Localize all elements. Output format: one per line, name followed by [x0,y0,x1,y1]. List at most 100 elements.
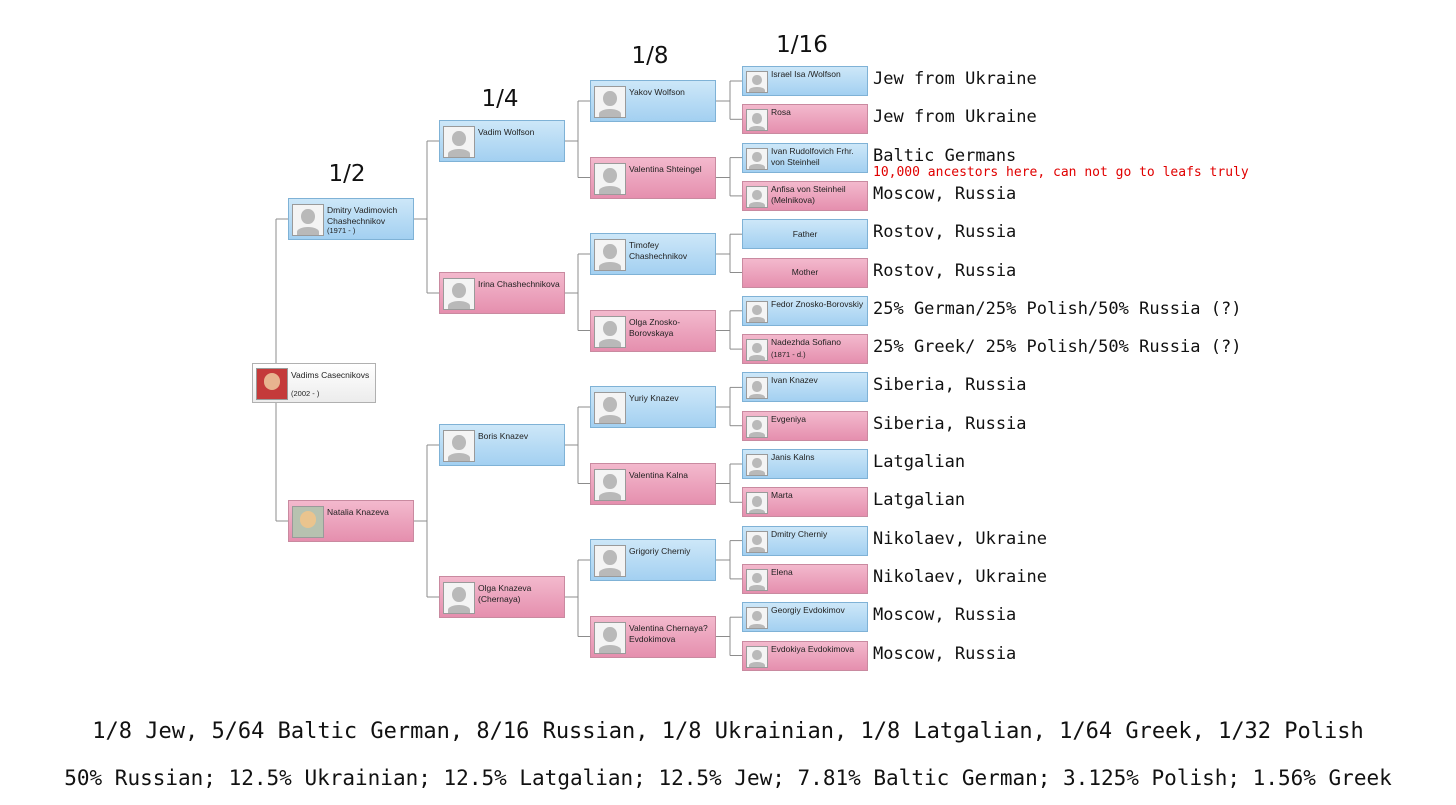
person-card-gen3-0[interactable]: Yakov Wolfson [590,80,716,122]
origin-label: Moscow, Russia [873,605,1017,626]
person-name: Vadims Casecnikovs [291,370,370,380]
origin-label: Jew from Ukraine [873,107,1037,128]
male-avatar-placeholder-icon [746,377,768,400]
person-card-gen4-3[interactable]: Anfisa von Steinheil (Melnikova) [742,180,868,211]
person-name: Elena [771,566,793,577]
generation-label-1-2: 1/2 [328,161,366,187]
person-card-gen1-1[interactable]: Natalia Knazeva [288,500,414,542]
male-avatar-placeholder-icon [594,86,626,118]
person-name: Natalia Knazeva [327,507,389,517]
person-name: Evgeniya [771,413,806,424]
person-name: Georgiy Evdokimov [771,605,845,616]
female-avatar-placeholder-icon [594,468,626,501]
person-name: Timofey Chashechnikov [629,240,688,261]
person-card-gen4-11[interactable]: Marta [742,487,868,518]
female-avatar-placeholder-icon [443,582,475,614]
person-name: Ivan Knazev [771,375,818,386]
origin-label: Nikolaev, Ukraine [873,528,1047,549]
male-avatar-placeholder-icon [443,430,475,462]
origin-label: Rostov, Russia [873,260,1017,281]
female-avatar-placeholder-icon [443,278,475,310]
origin-label: Siberia, Russia [873,413,1027,434]
female-avatar-placeholder-icon [746,568,768,591]
person-name: Marta [771,490,793,501]
origin-label: Rostov, Russia [873,222,1017,243]
person-card-gen4-12[interactable]: Dmitry Cherniy [742,525,868,556]
generation-label-1-8: 1/8 [631,43,669,69]
generation-label-1-16: 1/16 [776,32,828,58]
person-name: Boris Knazev [478,431,529,441]
person-card-gen3-2[interactable]: Timofey Chashechnikov [590,233,716,275]
male-avatar-placeholder-icon [746,300,768,323]
person-card-gen4-10[interactable]: Janis Kalns [742,449,868,479]
person-card-gen4-7[interactable]: Nadezhda Sofiano (1871 - d.) [742,334,868,365]
person-card-gen3-4[interactable]: Yuriy Knazev [590,386,716,428]
male-avatar-placeholder-icon [443,126,475,158]
person-card-gen2-2[interactable]: Boris Knazev [439,424,565,466]
person-card-gen3-1[interactable]: Valentina Shteingel [590,156,716,199]
person-card-gen4-1[interactable]: Rosa [742,104,868,135]
person-card-gen4-2[interactable]: Ivan Rudolfovich Frhr. von Steinheil [742,142,868,173]
person-name: Anfisa von Steinheil (Melnikova) [771,183,846,205]
male-avatar-placeholder-icon [746,607,768,630]
person-card-gen4-6[interactable]: Fedor Znosko-Borovskiy [742,295,868,326]
male-avatar-placeholder-icon [746,454,768,476]
root-person-card[interactable]: Vadims Casecnikovs (2002 - ) [252,363,376,403]
person-card-gen4-4[interactable]: Father [742,219,868,250]
origin-label: 25% German/25% Polish/50% Russia (?) [873,298,1242,319]
person-card-gen3-3[interactable]: Olga Znosko-Borovskaya [590,309,716,352]
person-card-gen1-0[interactable]: Dmitry Vadimovich Chashechnikov (1971 - ) [288,198,414,240]
female-avatar-placeholder-icon [746,109,768,132]
person-card-gen4-9[interactable]: Evgeniya [742,410,868,441]
person-name: Israel Isa /Wolfson [771,69,841,79]
person-card-gen4-0[interactable]: Israel Isa /Wolfson [742,66,868,96]
person-name: Yuriy Knazev [629,393,679,403]
person-card-gen2-3[interactable]: Olga Knazeva (Chernaya) [439,576,565,618]
male-avatar-placeholder-icon [594,392,626,424]
person-name: Rosa [771,107,791,118]
person-card-gen3-6[interactable]: Grigoriy Cherniy [590,539,716,581]
person-card-gen4-15[interactable]: Evdokiya Evdokimova [742,640,868,671]
person-years: (2002 - ) [291,389,320,398]
female-avatar-placeholder-icon [746,492,768,515]
person-card-gen4-14[interactable]: Georgiy Evdokimov [742,602,868,633]
origin-label: Latgalian [873,452,966,472]
person-name: Mother [791,267,819,277]
origin-label: Jew from Ukraine [873,69,1037,89]
person-name: Valentina Shteingel [629,163,702,174]
person-name: Dmitry Vadimovich Chashechnikov [327,205,398,226]
person-name: Valentina Kalna [629,469,688,480]
person-name: Father [792,228,818,239]
person-card-gen4-8[interactable]: Ivan Knazev [742,372,868,403]
origin-label: Nikolaev, Ukraine [873,566,1047,587]
person-name: Janis Kalns [771,452,815,462]
person-name: Vadim Wolfson [478,127,535,137]
origin-label: Latgalian [873,490,966,511]
origin-label: Baltic Germans [873,145,1017,166]
male-avatar-placeholder-icon [746,71,768,93]
origin-label: Moscow, Russia [873,183,1017,204]
person-card-gen4-5[interactable]: Mother [742,257,868,288]
person-card-gen2-0[interactable]: Vadim Wolfson [439,120,565,162]
person-card-gen3-5[interactable]: Valentina Kalna [590,462,716,505]
portrait-photo-icon [292,506,324,538]
male-avatar-placeholder-icon [594,239,626,271]
person-name: Olga Knazeva (Chernaya) [478,583,532,604]
origin-label: Siberia, Russia [873,375,1027,396]
person-name: Yakov Wolfson [629,87,685,97]
person-card-gen3-7[interactable]: Valentina Chernaya? Evdokimova [590,615,716,658]
person-card-gen2-1[interactable]: Irina Chashechnikova [439,272,565,314]
person-years: (1971 - ) [327,226,356,235]
person-name: Fedor Znosko-Borovskiy [771,298,864,309]
female-avatar-placeholder-icon [746,645,768,668]
person-name: Nadezhda Sofiano [771,337,841,348]
person-name: Olga Znosko-Borovskaya [629,316,681,338]
summary-fractions: 1/8 Jew, 5/64 Baltic German, 8/16 Russia… [92,719,1364,744]
origin-label: Moscow, Russia [873,643,1017,664]
person-name: Dmitry Cherniy [771,528,828,539]
male-avatar-placeholder-icon [594,545,626,577]
generation-label-1-4: 1/4 [481,86,519,112]
summary-percent: 50% Russian; 12.5% Ukrainian; 12.5% Latg… [64,766,1392,790]
person-card-gen4-13[interactable]: Elena [742,563,868,594]
